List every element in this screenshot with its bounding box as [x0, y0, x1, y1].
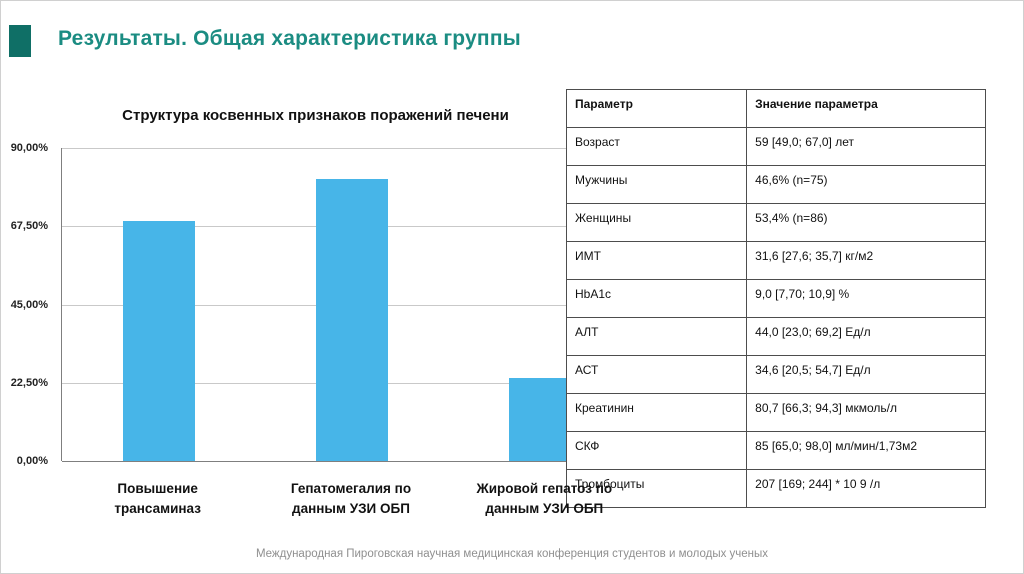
table-header-row: Параметр Значение параметра	[565, 89, 986, 128]
gridline	[62, 461, 641, 462]
footer-text: Международная Пироговская научная медици…	[255, 548, 769, 560]
table-header-cell: Значение параметра	[746, 89, 986, 128]
gridline	[62, 148, 641, 149]
table-cell: АСТ	[565, 355, 748, 394]
x-axis-labels: Повышение трансаминаз Гепатомегалия по да…	[61, 479, 641, 518]
table-cell: 80,7 [66,3; 94,3] мкмоль/л	[746, 393, 986, 432]
table-cell: Мужчины	[565, 165, 748, 204]
table-cell: 53,4% (n=86)	[746, 203, 986, 242]
x-category-label: Гепатомегалия по данным УЗИ ОБП	[290, 481, 412, 516]
bar-slot	[62, 148, 255, 461]
y-tick-label: 45,00%	[10, 298, 48, 311]
table-cell: АЛТ	[565, 317, 748, 356]
y-tick-label: 22,50%	[10, 376, 48, 389]
table-cell: 34,6 [20,5; 54,7] Ед/л	[746, 355, 986, 394]
table-row: АЛТ 44,0 [23,0; 69,2] Ед/л	[565, 317, 986, 356]
param-table-body: Параметр Значение параметра Возраст 59 [49,…	[565, 89, 986, 508]
table-row: СКФ 85 [65,0; 98,0] мл/мин/1,73м2	[565, 431, 986, 470]
param-table: Параметр Значение параметра Возраст 59 [49,…	[565, 89, 986, 508]
table-cell: Тромбоциты	[565, 469, 748, 508]
table-cell: Возраст	[565, 127, 748, 166]
table-cell: 207 [169; 244] * 10 9 /л	[746, 469, 986, 508]
table-row: Мужчины 46,6% (n=75)	[565, 165, 986, 204]
table-row: HbA1c 9,0 [7,70; 10,9] %	[565, 279, 986, 318]
table-cell: 9,0 [7,70; 10,9] %	[746, 279, 986, 318]
table-row: АСТ 34,6 [20,5; 54,7] Ед/л	[565, 355, 986, 394]
y-tick-label: 0,00%	[16, 455, 48, 467]
table-header-cell: Параметр	[565, 89, 748, 128]
table-cell: 85 [65,0; 98,0] мл/мин/1,73м2	[746, 431, 986, 470]
bars	[62, 148, 641, 461]
chart-title: Структура косвенных признаков поражений …	[122, 107, 509, 124]
y-tick-label: 90,00%	[10, 142, 48, 154]
table-row: Креатинин 80,7 [66,3; 94,3] мкмоль/л	[565, 393, 986, 432]
table-row: Возраст 59 [49,0; 67,0] лет	[565, 127, 986, 166]
bar	[122, 221, 195, 461]
table-cell: Женщины	[565, 203, 748, 242]
plot-area	[61, 148, 641, 462]
table-cell: Креатинин	[565, 393, 748, 432]
table-cell: 44,0 [23,0; 69,2] Ед/л	[746, 317, 986, 356]
y-axis-labels: 90,00% 67,50% 45,00% 22,50% 0,00%	[1, 142, 55, 467]
table-cell: ИМТ	[565, 241, 748, 280]
table-row: Тромбоциты 207 [169; 244] * 10 9 /л	[565, 469, 986, 508]
y-tick-label: 67,50%	[10, 220, 48, 233]
table-row: ИМТ 31,6 [27,6; 35,7] кг/м2	[565, 241, 986, 280]
table-cell: СКФ	[565, 431, 748, 470]
table-cell: 46,6% (n=75)	[746, 165, 986, 204]
bar-slot	[255, 148, 448, 461]
x-category-label: Жировой гепатоз по данным УЗИ ОБП	[476, 481, 613, 516]
table-cell: 59 [49,0; 67,0] лет	[746, 127, 986, 166]
bar	[315, 179, 388, 461]
accent-square	[9, 25, 31, 57]
x-category-label: Повышение трансаминаз	[114, 481, 201, 516]
table-row: Женщины 53,4% (n=86)	[565, 203, 986, 242]
page-title: Результаты. Общая характеристика группы	[58, 27, 521, 50]
table-cell: HbA1c	[565, 279, 748, 318]
table-cell: 31,6 [27,6; 35,7] кг/м2	[746, 241, 986, 280]
